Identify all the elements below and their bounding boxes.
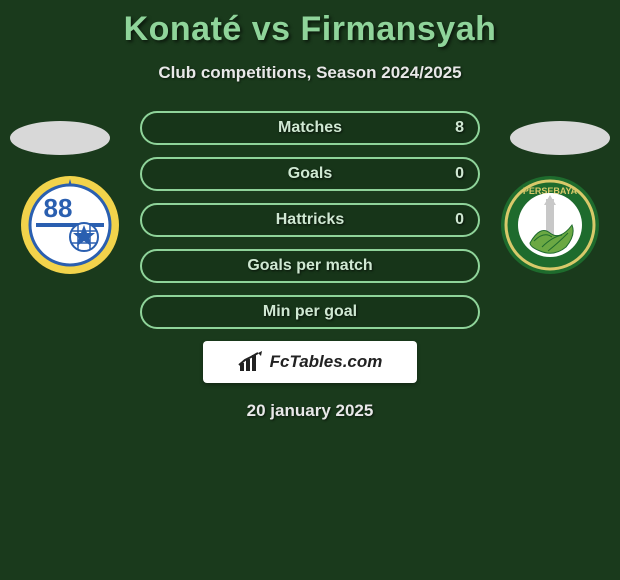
stat-rows: Matches 8 Goals 0 Hattricks 0 Goals per … xyxy=(140,111,480,329)
stat-label: Goals xyxy=(288,165,332,183)
brand-text: FcTables.com xyxy=(270,352,383,372)
stat-row: Goals 0 xyxy=(140,157,480,191)
stat-label: Hattricks xyxy=(276,211,344,229)
persebaya-badge-icon: PERSEBAYA xyxy=(500,175,600,275)
stat-row: Min per goal xyxy=(140,295,480,329)
date-line: 20 january 2025 xyxy=(0,401,620,421)
stat-label: Matches xyxy=(278,119,342,137)
stat-right-value: 8 xyxy=(455,119,464,137)
stat-row: Matches 8 xyxy=(140,111,480,145)
stat-row: Hattricks 0 xyxy=(140,203,480,237)
left-player-placeholder xyxy=(10,121,110,155)
page-title: Konaté vs Firmansyah xyxy=(0,0,620,49)
right-team-badge: PERSEBAYA xyxy=(500,175,600,275)
stat-right-value: 0 xyxy=(455,165,464,183)
stat-label: Goals per match xyxy=(247,257,372,275)
bar-chart-icon xyxy=(238,351,264,373)
svg-text:88: 88 xyxy=(44,193,73,223)
stat-label: Min per goal xyxy=(263,303,357,321)
stat-right-value: 0 xyxy=(455,211,464,229)
barito-badge-icon: 88 xyxy=(20,175,120,275)
stat-row: Goals per match xyxy=(140,249,480,283)
comparison-stage: 88 PERSEBAYA Matches 8 Goals 0 xyxy=(0,111,620,421)
brand-box: FcTables.com xyxy=(203,341,417,383)
right-player-placeholder xyxy=(510,121,610,155)
left-team-badge: 88 xyxy=(20,175,120,275)
subtitle: Club competitions, Season 2024/2025 xyxy=(0,63,620,83)
